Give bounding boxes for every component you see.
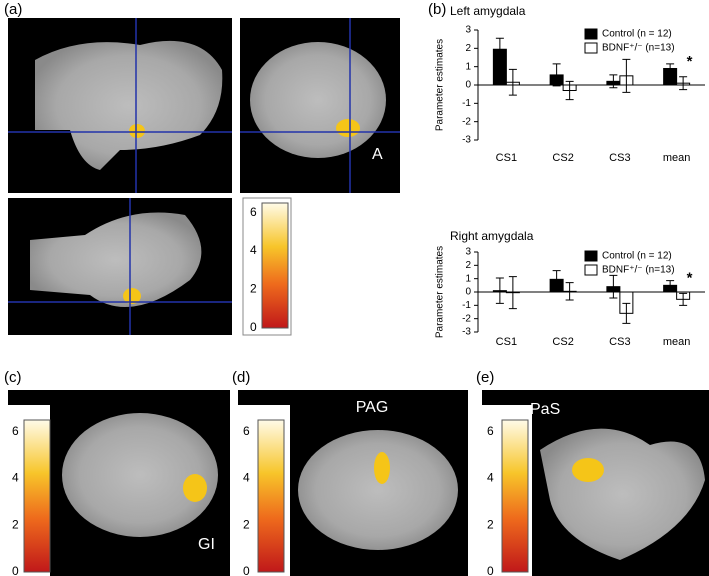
- legend-swatch: [584, 250, 598, 262]
- colorbar-tick-label: 0: [12, 564, 19, 576]
- error-bar: [495, 277, 504, 304]
- x-tick-label: mean: [663, 336, 691, 348]
- x-tick-label: mean: [663, 152, 691, 164]
- error-bar: [609, 274, 618, 299]
- activation: [374, 452, 390, 484]
- annotation: PaS: [530, 401, 560, 418]
- error-bar: [666, 63, 675, 74]
- error-bar: [679, 292, 688, 306]
- legend-label: Control (n = 12): [602, 251, 672, 262]
- y-tick-label: -3: [462, 327, 471, 338]
- colorbar: [501, 419, 529, 573]
- error-bar: [622, 58, 631, 93]
- y-tick-label: 1: [465, 61, 471, 72]
- y-tick-label: -2: [462, 313, 471, 324]
- legend-swatch: [584, 28, 598, 40]
- x-tick-label: CS1: [496, 336, 517, 348]
- annotation: A: [372, 146, 383, 163]
- x-tick-label: CS3: [609, 336, 630, 348]
- x-tick-label: CS1: [496, 152, 517, 164]
- colorbar: [23, 419, 51, 573]
- legend-swatch: [584, 264, 598, 276]
- brain-slice: [35, 40, 223, 171]
- colorbar-tick-label: 6: [250, 205, 257, 219]
- y-tick-label: 2: [465, 260, 471, 271]
- activation: [129, 124, 145, 138]
- colorbar: [257, 419, 285, 573]
- colorbar-tick-label: 0: [250, 320, 257, 334]
- x-tick-label: CS3: [609, 152, 630, 164]
- y-tick-label: 2: [465, 43, 471, 54]
- y-tick-label: 1: [465, 273, 471, 284]
- colorbar-tick-label: 2: [243, 517, 250, 531]
- colorbar-tick-label: 2: [250, 282, 257, 296]
- error-bar: [508, 68, 517, 96]
- annotation: GI: [198, 536, 215, 553]
- error-bar: [508, 276, 517, 310]
- y-tick-label: -2: [462, 116, 471, 127]
- activation: [336, 119, 360, 137]
- legend-swatch: [584, 42, 598, 54]
- y-tick-label: 0: [465, 287, 471, 298]
- x-tick-label: CS2: [552, 152, 573, 164]
- panel-label: (b): [428, 1, 446, 18]
- error-bar: [679, 76, 688, 91]
- colorbar-tick-label: 4: [250, 243, 257, 257]
- colorbar-tick-label: 4: [12, 471, 19, 485]
- colorbar-tick-label: 0: [487, 564, 494, 576]
- significance: *: [687, 53, 693, 70]
- legend-label: BDNF⁺/⁻ (n=13): [602, 43, 675, 54]
- y-tick-label: 3: [465, 25, 471, 36]
- colorbar-tick-label: 6: [487, 424, 494, 438]
- x-tick-label: CS2: [552, 336, 573, 348]
- activation: [183, 474, 207, 502]
- y-tick-label: 0: [465, 80, 471, 91]
- activation: [123, 288, 141, 304]
- error-bar: [666, 280, 675, 291]
- panel-label: (a): [4, 1, 22, 18]
- colorbar-tick-label: 0: [243, 564, 250, 576]
- error-bar: [552, 270, 561, 289]
- error-bar: [565, 282, 574, 301]
- significance: *: [687, 270, 693, 287]
- legend-label: Control (n = 12): [602, 29, 672, 40]
- legend-label: BDNF⁺/⁻ (n=13): [602, 265, 675, 276]
- chart-title: Left amygdala: [450, 4, 526, 18]
- y-tick-label: 3: [465, 247, 471, 258]
- panel-label: (c): [4, 369, 22, 386]
- annotation: PAG: [356, 399, 389, 416]
- colorbar-tick-label: 4: [487, 471, 494, 485]
- brain-slice: [250, 42, 386, 158]
- colorbar-tick-label: 2: [12, 517, 19, 531]
- chart-title: Right amygdala: [450, 229, 534, 243]
- colorbar: [261, 202, 289, 329]
- colorbar-tick-label: 6: [243, 424, 250, 438]
- error-bar: [495, 37, 504, 61]
- error-bar: [565, 80, 574, 101]
- y-axis-label: Parameter estimates: [435, 246, 446, 338]
- panel-label: (e): [476, 369, 494, 386]
- y-axis-label: Parameter estimates: [435, 39, 446, 131]
- colorbar-tick-label: 2: [487, 517, 494, 531]
- colorbar-tick-label: 4: [243, 471, 250, 485]
- y-tick-label: -1: [462, 98, 471, 109]
- error-bar: [552, 63, 561, 87]
- brain-slice: [62, 413, 218, 537]
- brain-slice: [30, 212, 202, 307]
- panel-label: (d): [232, 369, 250, 386]
- error-bar: [609, 74, 618, 89]
- brain-slice: [298, 430, 458, 550]
- y-tick-label: -1: [462, 300, 471, 311]
- error-bar: [622, 302, 631, 324]
- activation: [572, 458, 604, 482]
- y-tick-label: -3: [462, 135, 471, 146]
- colorbar-tick-label: 6: [12, 424, 19, 438]
